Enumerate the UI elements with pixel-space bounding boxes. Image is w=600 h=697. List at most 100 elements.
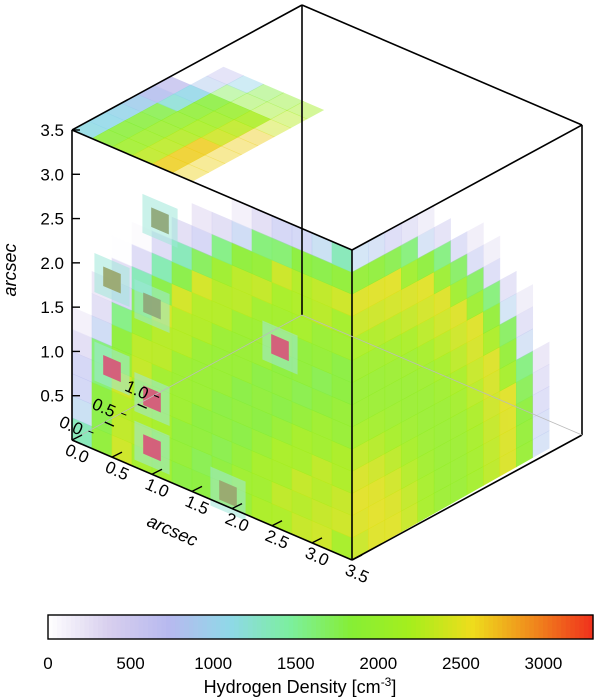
volume-cell-right xyxy=(515,328,534,361)
colorbar-segment xyxy=(93,615,99,639)
colorbar-segment xyxy=(147,615,154,639)
volume-cell-top xyxy=(220,136,259,155)
colorbar-tick-label: 0 xyxy=(43,654,52,673)
colorbar-segment xyxy=(579,615,585,639)
colorbar-segment xyxy=(438,615,444,639)
colorbar-segment xyxy=(247,615,253,639)
colorbar-segment xyxy=(452,615,458,639)
colorbar-segment xyxy=(52,615,58,639)
colorbar-tick-label: 1000 xyxy=(194,654,232,673)
volume-cell-right xyxy=(532,385,550,419)
colorbar-segment xyxy=(334,615,340,639)
colorbar-segment xyxy=(102,615,108,639)
volume-cell-top xyxy=(206,66,245,85)
colorbar-label: Hydrogen Density [cm-3] xyxy=(204,675,397,697)
colorbar-segment xyxy=(415,615,422,639)
colorbar-tick-label: 2000 xyxy=(359,654,397,673)
colorbar-segment xyxy=(479,615,485,639)
hotspot xyxy=(271,334,289,362)
volume-cell-right xyxy=(532,408,550,441)
colorbar-segment xyxy=(206,615,213,639)
colorbar-segment xyxy=(588,615,594,639)
colorbar-segment xyxy=(347,615,353,639)
hotspot xyxy=(103,355,121,383)
colorbar-segment xyxy=(574,615,580,639)
colorbar-segment xyxy=(229,615,235,639)
volume-cell-top xyxy=(204,145,242,164)
colorbar-segment xyxy=(511,615,517,639)
colorbar-segment xyxy=(256,615,263,639)
volume-cell-right xyxy=(483,235,501,268)
colorbar-segment xyxy=(48,615,54,639)
volume-cell-right xyxy=(450,231,468,264)
y-minor-tick xyxy=(121,412,127,416)
colorbar-segment xyxy=(325,615,331,639)
colorbar-segment xyxy=(556,615,562,639)
colorbar-segment xyxy=(66,615,72,639)
z-tick-label: 2.0 xyxy=(40,254,64,273)
z-tick-label: 1.0 xyxy=(40,342,64,361)
volume-cell-top xyxy=(286,101,325,120)
volume-cell-right xyxy=(499,293,517,326)
volume-cell-top xyxy=(269,110,308,129)
colorbar-segment xyxy=(79,615,85,639)
colorbar-segment xyxy=(116,615,122,639)
x-tick-mark xyxy=(271,520,283,527)
colorbar-segment xyxy=(343,615,349,639)
colorbar-segment xyxy=(402,615,408,639)
colorbar-segment xyxy=(202,615,208,639)
colorbar-segment xyxy=(484,615,490,639)
volume-cell-right xyxy=(483,257,501,290)
colorbar-segment xyxy=(515,615,521,639)
colorbar-segment xyxy=(311,615,317,639)
z-axis-label: arcsec xyxy=(0,243,20,296)
colorbar-segment xyxy=(561,615,567,639)
colorbar: 0 500 1000 1500 2000 2500 3000 Hydrogen Density… xyxy=(43,614,594,697)
colorbar-segment xyxy=(284,615,290,639)
colorbar-segment xyxy=(384,615,390,639)
colorbar-segment xyxy=(266,615,272,639)
volume-cell-right xyxy=(532,341,550,374)
volume-cell-right xyxy=(466,222,484,255)
z-tick-label: 3.5 xyxy=(40,121,64,140)
volume-cell-top xyxy=(209,84,248,103)
colorbar-segment xyxy=(129,615,135,639)
z-tick-label: 2.5 xyxy=(40,210,64,229)
colorbar-segment xyxy=(447,615,453,639)
colorbar-segment xyxy=(406,615,412,639)
colorbar-segment xyxy=(61,615,67,639)
volume-cell-right xyxy=(450,253,468,286)
colorbar-segment xyxy=(211,615,217,639)
colorbar-segment xyxy=(252,615,258,639)
cube-edge xyxy=(301,4,583,126)
colorbar-segment xyxy=(565,615,571,639)
density-hotspots xyxy=(94,193,298,521)
volume-cell-right xyxy=(515,284,534,317)
colorbar-segment xyxy=(456,615,462,639)
colorbar-segment xyxy=(365,615,372,639)
colorbar-segment xyxy=(538,615,544,639)
colorbar-segment xyxy=(434,615,440,639)
x-axis-label: arcsec xyxy=(144,511,201,551)
x-tick-mark xyxy=(311,537,323,544)
volume-cell-right xyxy=(515,350,534,383)
volume-cell-top xyxy=(187,154,226,173)
colorbar-segment xyxy=(461,615,467,639)
colorbar-tick-label: 1500 xyxy=(277,654,315,673)
colorbar-segment xyxy=(470,615,476,639)
y-minor-tick xyxy=(104,421,111,425)
colorbar-segment xyxy=(97,615,104,639)
colorbar-segment xyxy=(306,615,313,639)
volume-cell-right xyxy=(499,315,517,348)
colorbar-segment xyxy=(443,615,449,639)
colorbar-segment xyxy=(502,615,508,639)
volume-cell-right xyxy=(532,363,550,396)
colorbar-segment xyxy=(288,615,294,639)
cube-edge xyxy=(71,129,353,251)
colorbar-segment xyxy=(193,615,199,639)
volume-cell-top xyxy=(233,110,272,129)
colorbar-segment xyxy=(279,615,285,639)
colorbar-segment xyxy=(57,615,63,639)
colorbar-segment xyxy=(70,615,76,639)
hotspot xyxy=(143,292,161,320)
